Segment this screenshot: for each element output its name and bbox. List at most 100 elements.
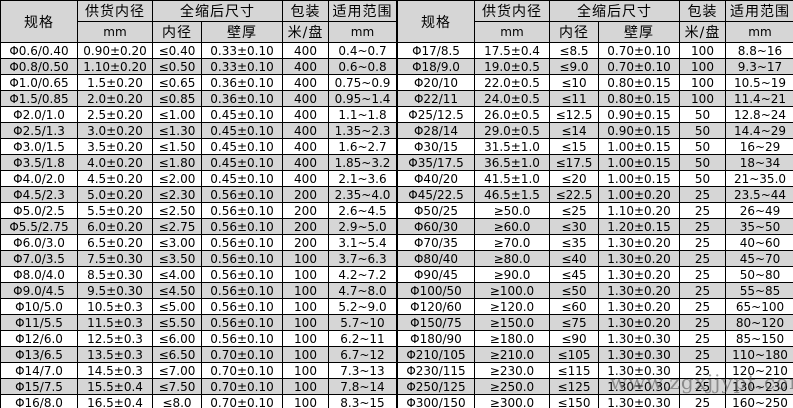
- cell-wall-thickness: 0.36±0.10: [201, 90, 283, 107]
- cell-range: 2.6~4.5: [328, 202, 397, 219]
- table-row: Φ0.8/0.50 1.10±0.20 ≤0.50 0.33±0.10 400 0.6~0…: [0, 58, 397, 75]
- cell-inner-diameter: ≤60: [549, 298, 599, 315]
- cell-inner-diameter: ≤75: [549, 314, 599, 331]
- cell-range: 4.2~7.2: [328, 266, 397, 283]
- spec-table: 规格 供货内径 全缩后尺寸 包装 适用范围 mm 内径 壁厚 米/盘 mm Φ17/8.5 17.5±…: [397, 0, 793, 408]
- cell-packing: 200: [282, 202, 329, 219]
- cell-wall-thickness: 0.80±0.15: [598, 90, 680, 107]
- cell-supply-inner-diameter: 1.10±0.20: [77, 58, 153, 75]
- cell-inner-diameter: ≤3.50: [152, 250, 202, 267]
- cell-inner-diameter: ≤3.00: [152, 234, 202, 251]
- cell-range: 2.35~4.0: [328, 186, 397, 203]
- cell-packing: 50: [679, 170, 726, 187]
- cell-packing: 50: [679, 106, 726, 123]
- cell-range: 7.8~14: [328, 378, 397, 395]
- cell-inner-diameter: ≤105: [549, 346, 599, 363]
- spec-table-right: 规格 供货内径 全缩后尺寸 包装 适用范围 mm 内径 壁厚 米/盘 mm Φ17/8.5 17.5±…: [397, 0, 793, 408]
- header-spec: 规格: [0, 0, 78, 43]
- cell-packing: 100: [679, 74, 726, 91]
- table-row: Φ8.0/4.0 8.5±0.30 ≤4.00 0.56±0.10 100 4.2~7.2: [0, 266, 397, 283]
- cell-range: 3.1~5.4: [328, 234, 397, 251]
- cell-spec: Φ90/45: [397, 266, 475, 283]
- cell-range: 4.7~8.0: [328, 282, 397, 299]
- cell-supply-inner-diameter: 41.5±1.0: [474, 170, 550, 187]
- cell-wall-thickness: 1.00±0.15: [598, 154, 680, 171]
- cell-spec: Φ5.5/2.75: [0, 218, 78, 235]
- cell-wall-thickness: 1.30±0.30: [598, 346, 680, 363]
- cell-wall-thickness: 0.56±0.10: [201, 330, 283, 347]
- cell-spec: Φ28/14: [397, 122, 475, 139]
- cell-inner-diameter: ≤1.50: [152, 138, 202, 155]
- cell-wall-thickness: 0.70±0.10: [598, 42, 680, 59]
- table-row: Φ11/5.5 11.5±0.3 ≤5.50 0.56±0.10 100 5.7~10: [0, 314, 397, 331]
- table-row: Φ250/125 ≥250.0 ≤125 1.30±0.30 25 130~230: [397, 378, 793, 395]
- cell-spec: Φ18/9.0: [397, 58, 475, 75]
- cell-supply-inner-diameter: 4.5±0.20: [77, 170, 153, 187]
- cell-spec: Φ14/7.0: [0, 362, 78, 379]
- table-row: Φ70/35 ≥70.0 ≤35 1.30±0.20 25 40~60: [397, 234, 793, 251]
- cell-inner-diameter: ≤7.50: [152, 378, 202, 395]
- cell-supply-inner-diameter: 31.5±1.0: [474, 138, 550, 155]
- cell-wall-thickness: 1.30±0.30: [598, 330, 680, 347]
- cell-wall-thickness: 0.70±0.10: [598, 58, 680, 75]
- table-row: Φ300/150 ≥300.0 ≤150 1.30±0.30 25 160~250: [397, 394, 793, 408]
- cell-packing: 100: [679, 42, 726, 59]
- cell-supply-inner-diameter: 15.5±0.4: [77, 378, 153, 395]
- cell-packing: 100: [282, 266, 329, 283]
- table-row: Φ210/105 ≥210.0 ≤105 1.30±0.30 25 110~180: [397, 346, 793, 363]
- table-row: Φ10/5.0 10.5±0.3 ≤5.00 0.56±0.10 100 5.2~9.0: [0, 298, 397, 315]
- cell-packing: 25: [679, 394, 726, 408]
- cell-supply-inner-diameter: ≥60.0: [474, 218, 550, 235]
- cell-range: 21~35.0: [725, 170, 793, 187]
- cell-range: 1.1~1.8: [328, 106, 397, 123]
- cell-wall-thickness: 0.70±0.10: [201, 394, 283, 408]
- header-wall-thickness: 壁厚: [201, 21, 283, 43]
- cell-supply-inner-diameter: 11.5±0.3: [77, 314, 153, 331]
- cell-supply-inner-diameter: 8.5±0.30: [77, 266, 153, 283]
- table-row: Φ35/17.5 36.5±1.0 ≤17.5 1.00±0.15 50 18~34: [397, 154, 793, 171]
- table-row: Φ1.5/0.85 2.0±0.20 ≤0.85 0.36±0.10 400 0.95~1…: [0, 90, 397, 107]
- table-row: Φ6.0/3.0 6.5±0.20 ≤3.00 0.56±0.10 200 3.1~5.4: [0, 234, 397, 251]
- cell-packing: 100: [282, 314, 329, 331]
- header-packing: 包装: [679, 0, 726, 22]
- cell-wall-thickness: 0.33±0.10: [201, 58, 283, 75]
- cell-inner-diameter: ≤11: [549, 90, 599, 107]
- cell-packing: 100: [282, 330, 329, 347]
- cell-packing: 100: [282, 250, 329, 267]
- table-row: Φ90/45 ≥90.0 ≤45 1.30±0.20 25 50~80: [397, 266, 793, 283]
- cell-packing: 25: [679, 250, 726, 267]
- cell-range: 130~230: [725, 378, 793, 395]
- cell-inner-diameter: ≤20: [549, 170, 599, 187]
- table-row: Φ2.0/1.0 2.5±0.20 ≤1.00 0.45±0.10 400 1.1~1.8: [0, 106, 397, 123]
- cell-supply-inner-diameter: 9.5±0.30: [77, 282, 153, 299]
- cell-inner-diameter: ≤0.85: [152, 90, 202, 107]
- cell-supply-inner-diameter: ≥250.0: [474, 378, 550, 395]
- cell-supply-inner-diameter: 17.5±0.4: [474, 42, 550, 59]
- cell-wall-thickness: 0.56±0.10: [201, 298, 283, 315]
- cell-wall-thickness: 0.70±0.10: [201, 362, 283, 379]
- cell-supply-inner-diameter: ≥150.0: [474, 314, 550, 331]
- header-row-1: 规格 供货内径 全缩后尺寸 包装 适用范围: [397, 0, 793, 43]
- cell-range: 10.5~19: [725, 74, 793, 91]
- cell-inner-diameter: ≤7.00: [152, 362, 202, 379]
- cell-spec: Φ120/60: [397, 298, 475, 315]
- cell-range: 7.3~13: [328, 362, 397, 379]
- header-after-shrink-size: 全缩后尺寸: [152, 0, 283, 22]
- cell-wall-thickness: 0.56±0.10: [201, 250, 283, 267]
- cell-inner-diameter: ≤8.5: [549, 42, 599, 59]
- cell-supply-inner-diameter: 29.0±0.5: [474, 122, 550, 139]
- cell-spec: Φ22/11: [397, 90, 475, 107]
- cell-range: 110~180: [725, 346, 793, 363]
- cell-spec: Φ150/75: [397, 314, 475, 331]
- cell-range: 65~100: [725, 298, 793, 315]
- cell-inner-diameter: ≤4.00: [152, 266, 202, 283]
- cell-supply-inner-diameter: 12.5±0.3: [77, 330, 153, 347]
- cell-range: 0.6~0.8: [328, 58, 397, 75]
- cell-range: 1.6~2.7: [328, 138, 397, 155]
- cell-wall-thickness: 0.36±0.10: [201, 74, 283, 91]
- cell-supply-inner-diameter: 6.5±0.20: [77, 234, 153, 251]
- table-row: Φ15/7.5 15.5±0.4 ≤7.50 0.70±0.10 100 7.8~14: [0, 378, 397, 395]
- cell-spec: Φ70/35: [397, 234, 475, 251]
- header-row-1: 规格 供货内径 全缩后尺寸 包装 适用范围: [0, 0, 397, 43]
- table-row: Φ4.5/2.3 5.0±0.20 ≤2.30 0.56±0.10 200 2.35~4.…: [0, 186, 397, 203]
